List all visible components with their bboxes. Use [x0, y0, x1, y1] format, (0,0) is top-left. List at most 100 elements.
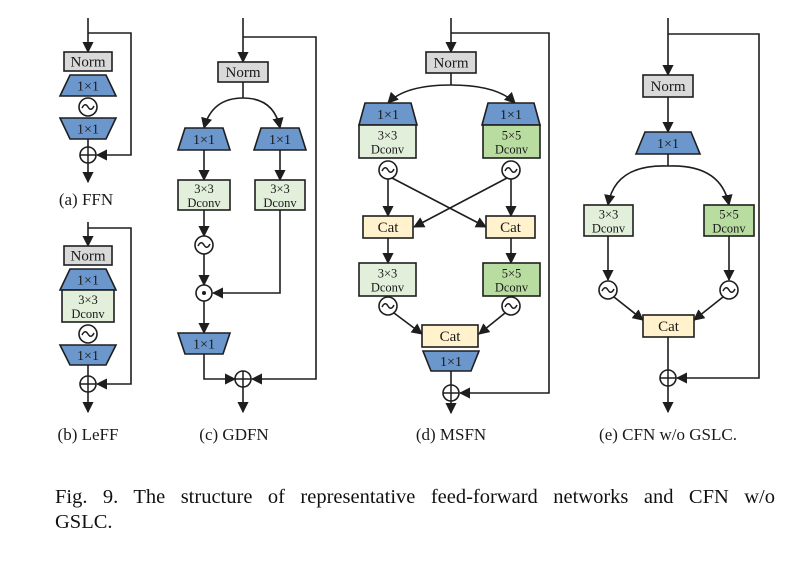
norm-box-b: Norm — [63, 245, 113, 266]
conv1x1-right-d: 1×1 — [480, 102, 542, 126]
dconv2-left-d-kernel: 3×3 — [378, 267, 398, 281]
conv1x1-left-c-label: 1×1 — [193, 133, 215, 148]
norm-box-d-label: Norm — [434, 56, 469, 72]
conv1x1-left-c-shape — [176, 127, 232, 151]
conv1x1-in-b-label: 1×1 — [77, 274, 99, 289]
norm-box-d: Norm — [425, 51, 477, 74]
skip-connection — [88, 227, 132, 390]
figure-caption-line2: GSLC. — [55, 511, 113, 533]
conv1x1-out-c: 1×1 — [176, 332, 232, 355]
norm-box-a-shape — [63, 51, 113, 72]
dconv2-left-d-label: Dconv — [371, 281, 405, 295]
conv1x1-left-c: 1×1 — [176, 127, 232, 151]
dconv2-left-d-shape — [358, 262, 417, 297]
norm-box-c: Norm — [217, 61, 269, 83]
caption-b: (b) LeFF — [58, 425, 119, 444]
branch-arrow-left — [604, 165, 669, 207]
activation-icon — [78, 97, 98, 117]
cat-left-d-label: Cat — [378, 220, 400, 236]
caption-a: (a) FFN — [59, 190, 113, 209]
cat-out-d-label: Cat — [440, 329, 462, 345]
conv1x1-in-e-shape — [634, 131, 702, 155]
figure-caption-line1: Fig. 9. The structure of representative … — [55, 486, 775, 508]
dconv2-right-d-shape — [482, 262, 541, 297]
caption-c: (c) GDFN — [199, 425, 268, 444]
dconv-left-e-shape — [583, 204, 634, 237]
dconv1-left-d-shape — [358, 124, 417, 159]
add-icon — [234, 370, 252, 388]
conv1x1-out-b-shape — [58, 344, 118, 366]
cross-connection — [391, 177, 487, 228]
skip-connection — [668, 33, 760, 384]
norm-box-a-label: Norm — [71, 55, 106, 71]
connector-line — [211, 210, 281, 299]
caption-e: (e) CFN w/o GSLC. — [599, 425, 737, 444]
activation-icon — [78, 324, 98, 344]
conv1x1-in-a-label: 1×1 — [77, 80, 99, 95]
conv1x1-right-c-shape — [252, 127, 308, 151]
dconv-right-e-kernel: 5×5 — [719, 208, 739, 222]
conv1x1-right-c: 1×1 — [252, 127, 308, 151]
dconv-right-c-shape — [254, 179, 306, 211]
conv1x1-in-a-shape — [58, 74, 118, 97]
add-icon — [442, 384, 460, 402]
cat-left-d: Cat — [362, 215, 414, 239]
activation-icon — [194, 235, 214, 255]
conv1x1-right-d-label: 1×1 — [500, 108, 522, 123]
dconv-box-b-label: Dconv — [71, 307, 105, 321]
conv1x1-out-d-label: 1×1 — [440, 355, 462, 370]
norm-box-e-label: Norm — [651, 79, 686, 95]
conv1x1-in-a: 1×1 — [58, 74, 118, 97]
add-icon — [659, 369, 677, 387]
conv1x1-out-a-label: 1×1 — [77, 123, 99, 138]
add-icon — [79, 375, 97, 393]
dconv-right-e-shape — [703, 204, 755, 237]
dconv2-right-d-kernel: 5×5 — [502, 267, 522, 281]
dconv1-left-d-kernel: 3×3 — [378, 129, 398, 143]
activation-icon — [378, 296, 398, 316]
dconv-box-b-shape — [61, 289, 115, 323]
skip-connection — [88, 32, 132, 161]
add-icon — [79, 146, 97, 164]
norm-box-e: Norm — [642, 74, 694, 98]
cat-right-d-label: Cat — [500, 220, 522, 236]
connector-line — [393, 312, 423, 335]
skip-connection — [243, 36, 317, 385]
activation-icon — [501, 296, 521, 316]
dconv-right-e-label: Dconv — [712, 222, 746, 236]
activation-icon — [378, 160, 398, 180]
connector-line — [203, 354, 237, 385]
activation-icon — [501, 160, 521, 180]
norm-box-b-shape — [63, 245, 113, 266]
dconv1-left-d-label: Dconv — [371, 143, 405, 157]
skip-connection — [451, 32, 550, 399]
branch-arrow-right — [450, 84, 516, 104]
conv1x1-right-c-label: 1×1 — [269, 133, 291, 148]
branch-arrow-left — [201, 97, 244, 130]
dconv-left-c-label: Dconv — [187, 196, 221, 210]
dconv-left-c-shape — [177, 179, 231, 211]
conv1x1-left-d-label: 1×1 — [377, 108, 399, 123]
cat-right-d: Cat — [485, 215, 536, 239]
branch-arrow-right — [667, 165, 733, 207]
dconv2-right-d-label: Dconv — [495, 281, 529, 295]
conv1x1-out-a: 1×1 — [58, 117, 118, 140]
branch-arrow-left — [387, 84, 452, 104]
cross-connection — [413, 177, 508, 228]
conv1x1-left-d: 1×1 — [357, 102, 419, 126]
conv1x1-out-c-shape — [176, 332, 232, 355]
cat-e-label: Cat — [658, 319, 680, 335]
dconv-left-c-kernel: 3×3 — [194, 182, 214, 196]
cat-e: Cat — [642, 314, 695, 338]
dconv-right-c-kernel: 3×3 — [270, 182, 290, 196]
dconv1-right-d-kernel: 5×5 — [502, 129, 522, 143]
dconv1-right-d-shape — [482, 124, 541, 159]
